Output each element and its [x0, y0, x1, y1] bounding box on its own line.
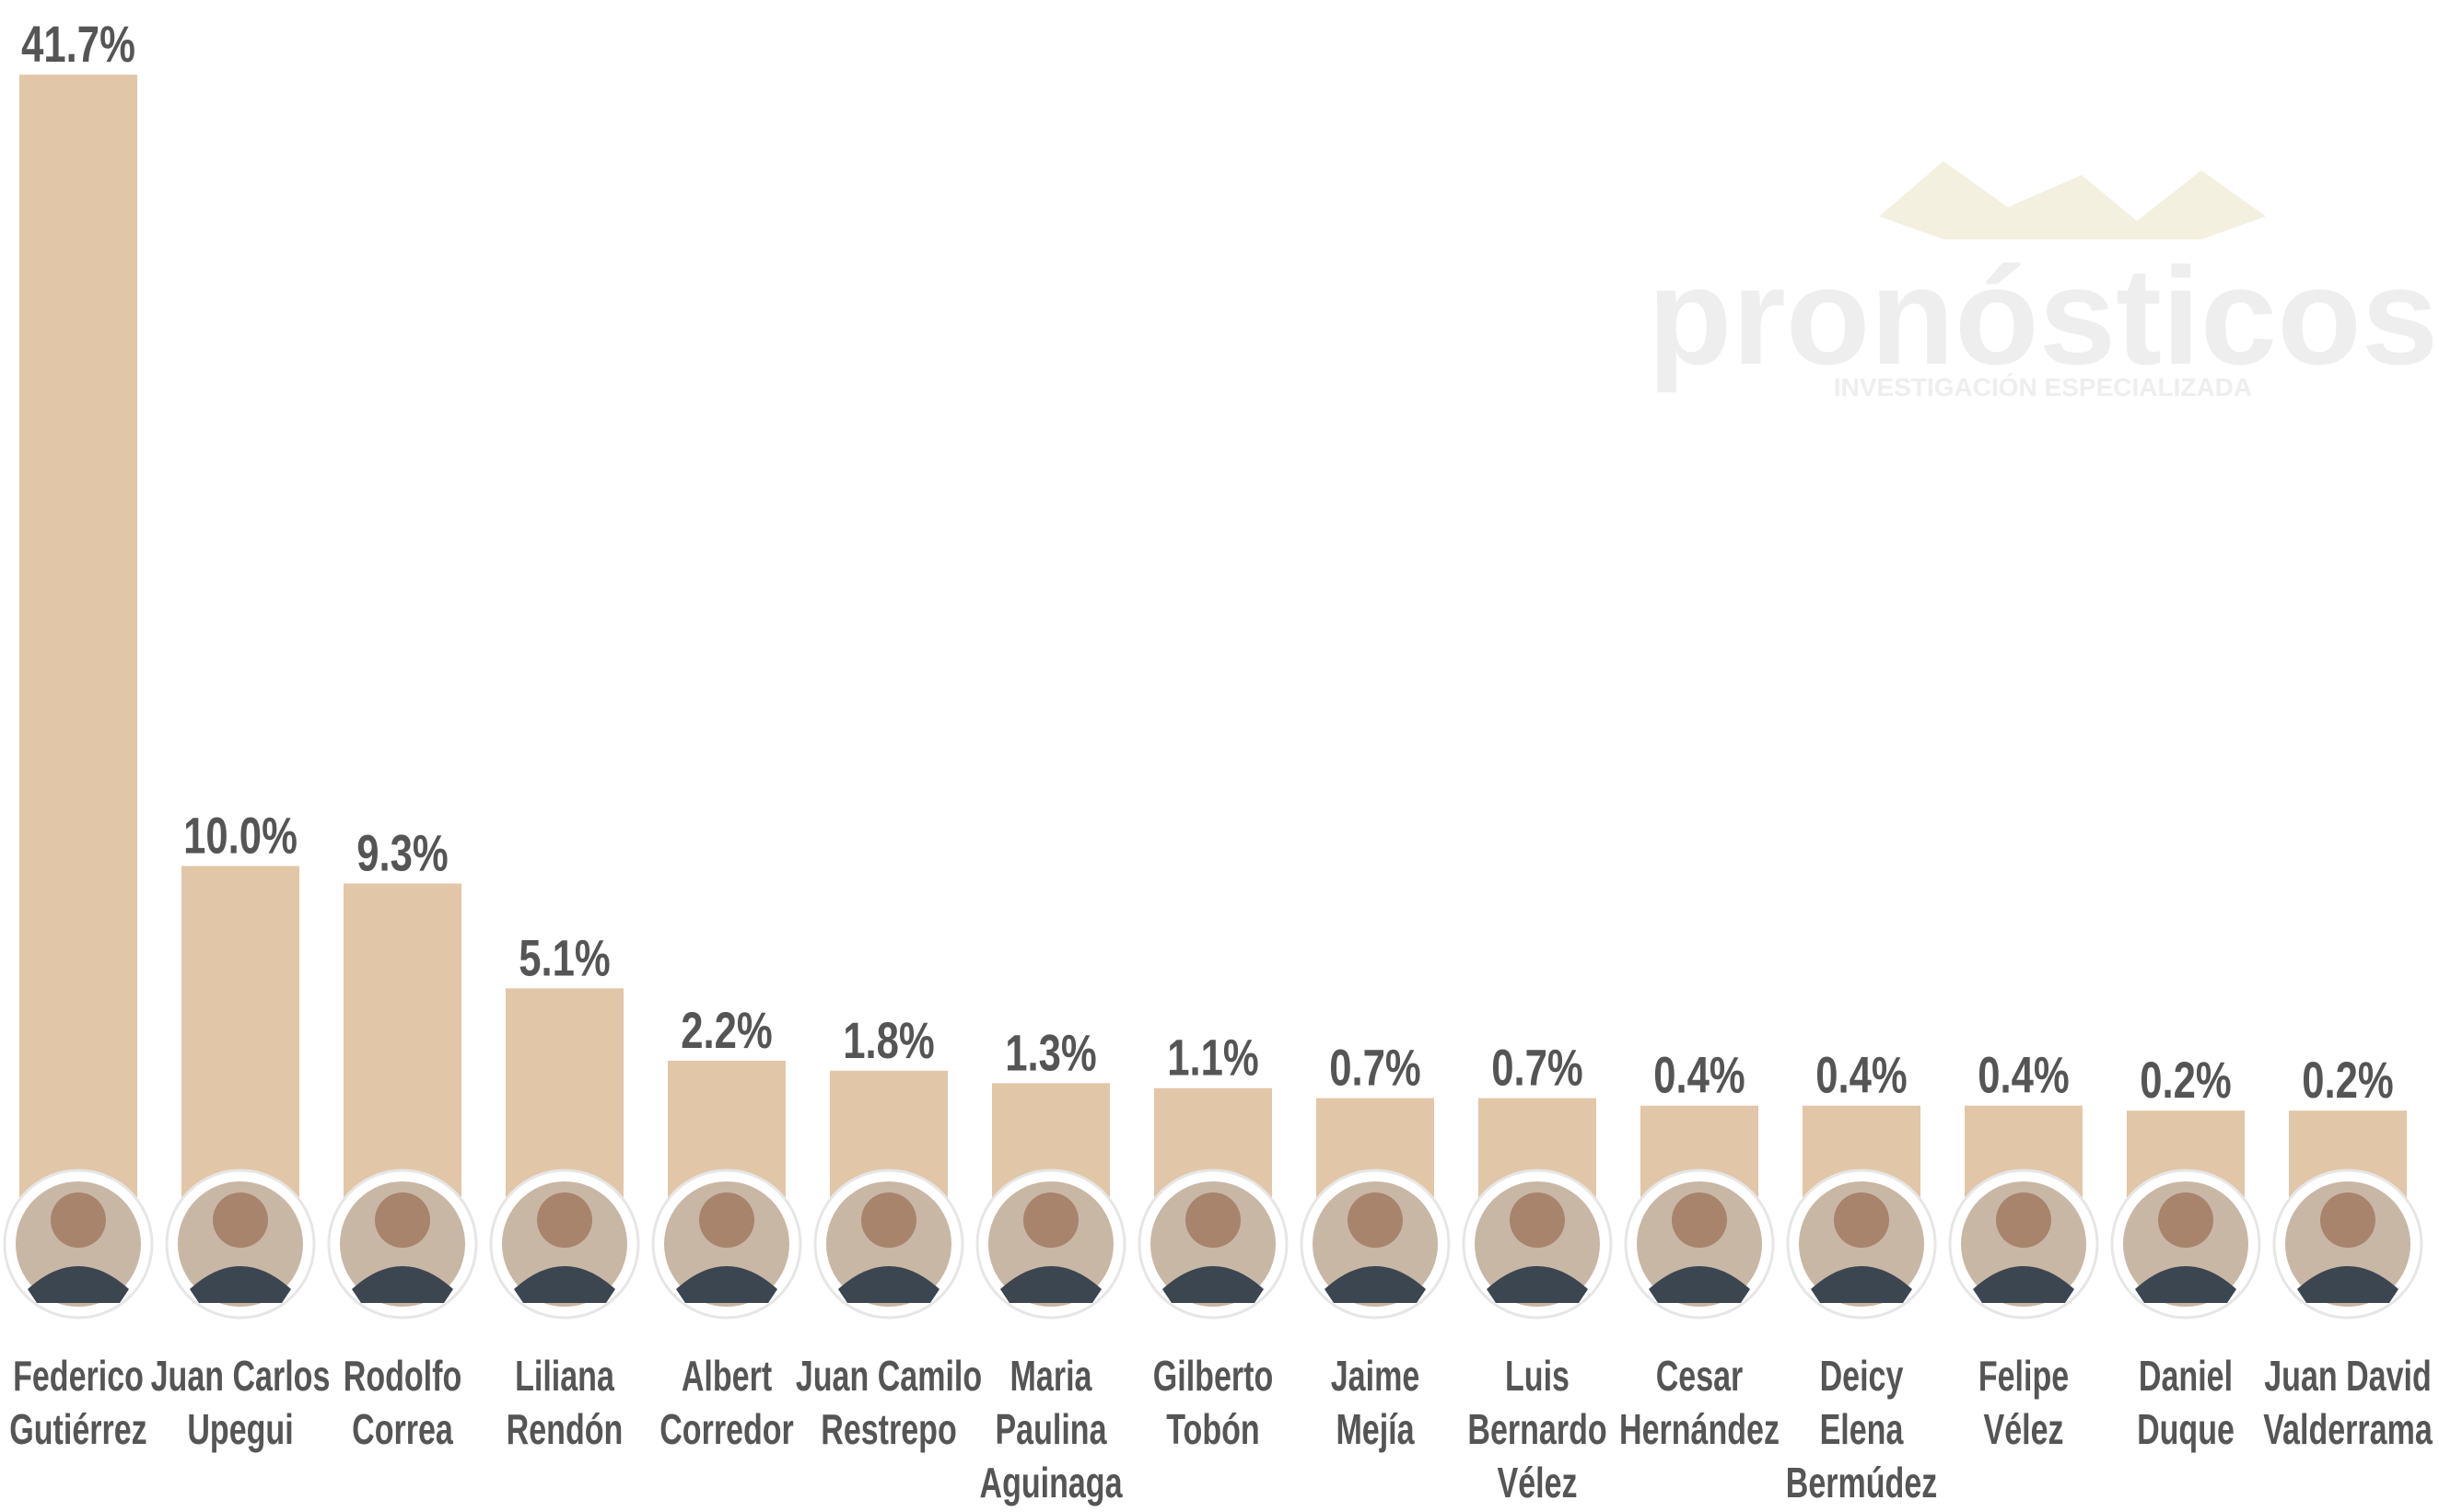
x-tick-label: Hernández [1619, 1405, 1780, 1453]
photo-head [1348, 1192, 1403, 1248]
x-tick-label: Vélez [1983, 1405, 2063, 1453]
x-tick-label: Juan Carlos [151, 1352, 331, 1400]
value-label: 10.0% [183, 807, 298, 864]
watermark-subtitle: INVESTIGACIÓN ESPECIALIZADA [1834, 373, 2252, 401]
x-tick-label: Daniel [2139, 1352, 2233, 1400]
x-tick-label: Mejía [1336, 1405, 1415, 1453]
x-tick-label: Federico [13, 1352, 144, 1400]
photo-head [1023, 1192, 1079, 1248]
x-tick-label: Vélez [1497, 1459, 1577, 1506]
value-label: 1.3% [1005, 1024, 1097, 1081]
bar [181, 866, 299, 1215]
value-label: 1.8% [843, 1012, 935, 1069]
photo-head [1996, 1192, 2051, 1248]
photo-body [1811, 1266, 1912, 1303]
photo-head [2158, 1192, 2213, 1248]
photo-body [1162, 1266, 1264, 1303]
x-tick-label: Maria [1010, 1352, 1092, 1400]
photo-head [1185, 1192, 1241, 1248]
x-tick-label: Gutiérrez [9, 1405, 146, 1453]
photo-head [51, 1192, 106, 1248]
photo-head [1834, 1192, 1889, 1248]
value-label: 5.1% [519, 929, 611, 986]
photo-body [2135, 1266, 2236, 1303]
x-tick-label: Juan David [2264, 1352, 2432, 1400]
x-tick-label: Gilberto [1153, 1352, 1273, 1400]
x-tick-label: Valderrama [2263, 1405, 2433, 1453]
photo-head [861, 1192, 916, 1248]
x-tick-label: Rodolfo [344, 1352, 462, 1400]
x-tick-label: Duque [2137, 1405, 2235, 1453]
bar [344, 883, 461, 1215]
x-tick-label: Upegui [187, 1405, 293, 1453]
photo-body [1649, 1266, 1750, 1303]
photo-body [190, 1266, 291, 1303]
x-tick-label: Felipe [1978, 1352, 2069, 1400]
x-tick-label: Bernardo [1467, 1405, 1606, 1453]
value-label: 41.7% [21, 16, 135, 73]
photo-head [699, 1192, 754, 1248]
photo-head [375, 1192, 430, 1248]
value-label: 2.2% [681, 1002, 773, 1059]
x-tick-label: Restrepo [821, 1405, 957, 1453]
photo-body [514, 1266, 615, 1303]
x-tick-label: Cesar [1656, 1352, 1744, 1400]
value-label: 0.7% [1491, 1039, 1583, 1096]
photo-head [2320, 1192, 2375, 1248]
x-tick-label: Corredor [659, 1405, 794, 1453]
photo-body [28, 1266, 129, 1303]
photo-head [537, 1192, 592, 1248]
photo-body [1000, 1266, 1102, 1303]
x-tick-label: Correa [352, 1405, 453, 1453]
x-tick-label: Luis [1505, 1352, 1570, 1400]
value-label: 0.7% [1329, 1039, 1421, 1096]
x-tick-label: Jaime [1331, 1352, 1419, 1400]
photo-body [1487, 1266, 1588, 1303]
value-label: 0.2% [2140, 1052, 2232, 1109]
photo-body [838, 1266, 939, 1303]
photo-head [213, 1192, 268, 1248]
x-tick-label: Tobón [1166, 1405, 1259, 1453]
value-label: 9.3% [356, 824, 449, 881]
value-label: 0.4% [1653, 1047, 1745, 1104]
x-tick-label: Deicy [1820, 1352, 1904, 1400]
photo-body [676, 1266, 777, 1303]
value-label: 0.4% [1978, 1047, 2070, 1104]
x-tick-label: Paulina [995, 1405, 1106, 1453]
watermark-logo [1879, 161, 2266, 239]
x-tick-label: Bermúdez [1786, 1459, 1938, 1506]
photo-body [1973, 1266, 2074, 1303]
x-tick-label: Albert [682, 1352, 772, 1400]
value-label: 0.4% [1815, 1047, 1908, 1104]
bar [19, 75, 137, 1216]
photo-body [2297, 1266, 2398, 1303]
watermark-shape [1879, 161, 2266, 239]
value-label: 1.1% [1167, 1029, 1259, 1087]
photo-head [1510, 1192, 1565, 1248]
value-label: 0.2% [2302, 1052, 2394, 1109]
watermark-title: pronósticos [1648, 238, 2438, 393]
x-tick-label: Aguinaga [979, 1459, 1122, 1506]
photo-body [352, 1266, 453, 1303]
x-tick-label: Liliana [515, 1352, 614, 1400]
photo-head [1672, 1192, 1727, 1248]
x-tick-label: Rendón [507, 1405, 624, 1453]
x-tick-label: Elena [1820, 1405, 1904, 1453]
photo-body [1325, 1266, 1426, 1303]
x-tick-label: Juan Camilo [796, 1352, 982, 1400]
